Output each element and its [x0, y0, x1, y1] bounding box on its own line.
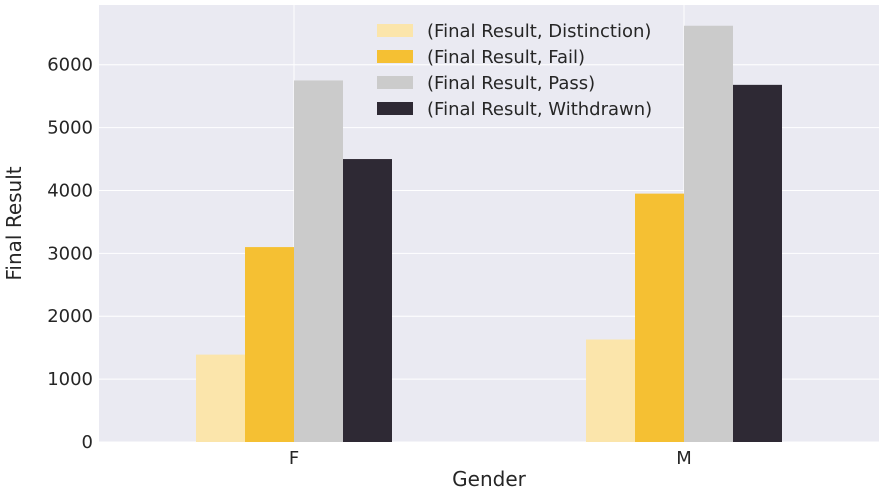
legend-swatch: [377, 102, 413, 115]
y-axis-label: Final Result: [2, 166, 26, 280]
legend-swatch: [377, 24, 413, 37]
legend-label: (Final Result, Withdrawn): [427, 99, 652, 120]
y-tick-label: 2000: [47, 306, 93, 327]
bar-F-final-result-distinction: [196, 354, 245, 442]
y-tick-label: 6000: [47, 55, 93, 76]
legend-label: (Final Result, Pass): [427, 73, 595, 94]
bar-M-final-result-withdrawn: [733, 84, 782, 442]
y-axis-ticks: 0 1000 2000 3000 4000 5000 6000: [47, 55, 93, 453]
legend-swatch: [377, 76, 413, 89]
bar-M-final-result-pass: [684, 25, 733, 443]
bar-M-final-result-fail: [635, 193, 684, 442]
bar-M-final-result-distinction: [586, 339, 635, 442]
bars: [196, 25, 782, 443]
y-tick-label: 3000: [47, 243, 93, 264]
y-tick-label: 4000: [47, 180, 93, 201]
x-tick-label: M: [676, 448, 692, 469]
x-axis-label: Gender: [452, 467, 526, 491]
legend-label: (Final Result, Distinction): [427, 21, 651, 42]
legend-label: (Final Result, Fail): [427, 47, 585, 68]
y-tick-label: 1000: [47, 369, 93, 390]
bar-F-final-result-fail: [245, 247, 294, 442]
legend: (Final Result, Distinction) (Final Result…: [377, 21, 652, 120]
bar-F-final-result-pass: [294, 80, 343, 442]
y-tick-label: 0: [82, 432, 93, 453]
legend-swatch: [377, 50, 413, 63]
x-tick-label: F: [289, 448, 299, 469]
bar-F-final-result-withdrawn: [343, 159, 392, 442]
y-tick-label: 5000: [47, 118, 93, 139]
